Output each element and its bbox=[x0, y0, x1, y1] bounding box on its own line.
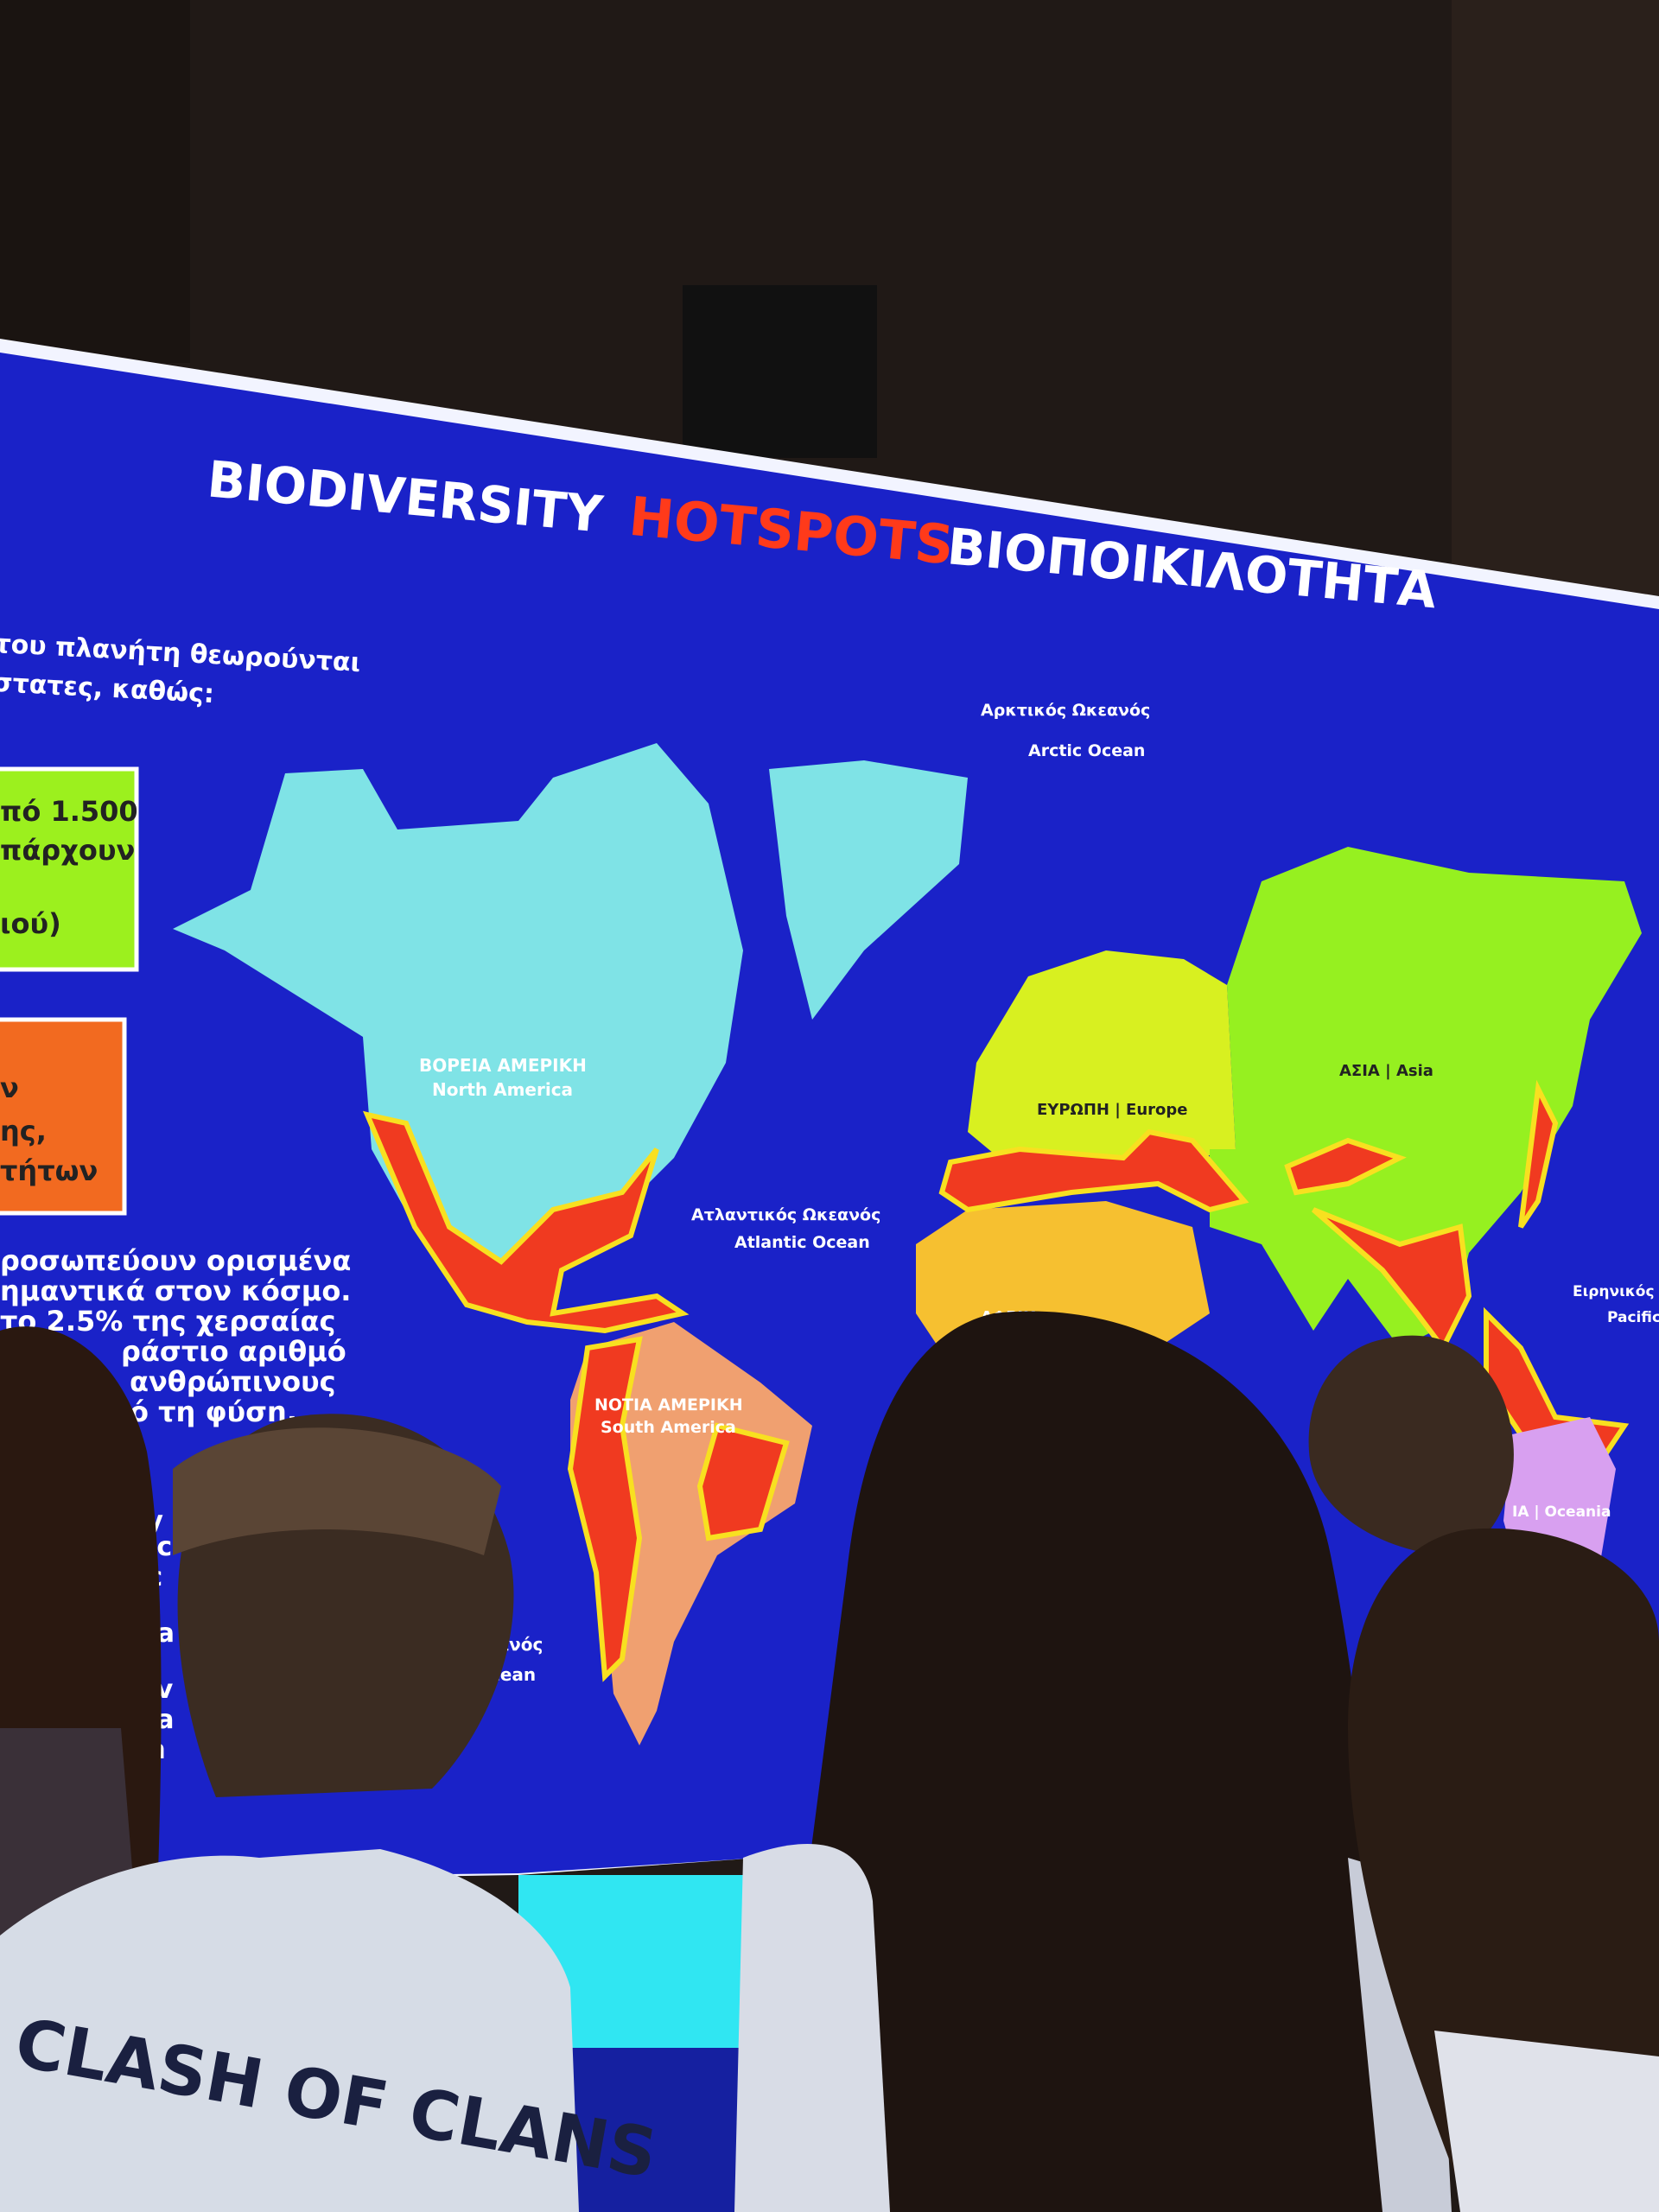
hotspot-mediterranean bbox=[938, 1128, 1249, 1213]
green-box-line: πάρχουν bbox=[0, 834, 135, 867]
label-arctic-greek: Αρκτικός Ωκεανός bbox=[981, 701, 1150, 720]
label-south-america-greek: ΝΟΤΙΑ ΑΜΕΡΙΚΗ bbox=[594, 1395, 743, 1414]
south-america bbox=[570, 1322, 812, 1745]
orange-box-line: ν bbox=[0, 1071, 19, 1104]
hotspot-atlantic-forest bbox=[696, 1422, 790, 1541]
north-america bbox=[173, 743, 743, 1296]
body-line: ράστιο αριθμό bbox=[121, 1335, 346, 1368]
boy-hair bbox=[173, 1427, 501, 1555]
right-girl-head bbox=[1308, 1335, 1514, 1555]
green-box-line: ιού) bbox=[0, 907, 61, 940]
label-pacific: Pacific bbox=[1607, 1309, 1659, 1326]
body-line: ροσωπεύουν ορισμένα bbox=[0, 1244, 351, 1277]
orange-info-box bbox=[0, 1017, 127, 1216]
hotspot-north-america bbox=[362, 1110, 690, 1334]
orange-box-line: τήτων bbox=[0, 1154, 98, 1187]
label-atlantic-greek: Ατλαντικός Ωκεανός bbox=[691, 1205, 880, 1224]
audience: CLASH OF CLANS bbox=[0, 1311, 1659, 2212]
europe bbox=[968, 950, 1236, 1175]
body-line: ανθρώπινους bbox=[130, 1365, 336, 1398]
right-girl-shirt bbox=[1434, 2031, 1659, 2212]
hotspot-japan bbox=[1518, 1079, 1559, 1229]
orange-box-line: ης, bbox=[0, 1115, 47, 1147]
boy-shirt bbox=[0, 1849, 579, 2212]
body-line: ημαντικά στον κόσμο. bbox=[0, 1274, 351, 1307]
label-south-america: South America bbox=[601, 1418, 736, 1437]
green-box-line: πό 1.500 bbox=[0, 795, 138, 828]
middle-girl-hair bbox=[760, 1311, 1400, 2212]
label-oceania: ΙΑ | Oceania bbox=[1512, 1503, 1611, 1521]
hotspot-andes bbox=[567, 1336, 643, 1682]
label-north-america: North America bbox=[432, 1079, 573, 1100]
hotspot-himalaya bbox=[1312, 1207, 1472, 1353]
wall-panel bbox=[1452, 0, 1659, 605]
label-north-america-greek: ΒΟΡΕΙΑ ΑΜΕΡΙΚΗ bbox=[419, 1055, 587, 1076]
label-europe: ΕΥΡΩΠΗ | Europe bbox=[1037, 1101, 1188, 1119]
label-arctic: Arctic Ocean bbox=[1028, 741, 1145, 760]
right-girl-hair bbox=[1348, 1528, 1659, 2212]
body-line: ό τη φύση. bbox=[130, 1395, 297, 1428]
label-asia: ΑΣΙΑ | Asia bbox=[1339, 1062, 1433, 1080]
greenland bbox=[769, 760, 968, 1020]
hotspot-central-asia bbox=[1284, 1137, 1407, 1196]
label-atlantic: Atlantic Ocean bbox=[734, 1233, 870, 1252]
label-pacific-greek: Ειρηνικός Ω bbox=[1573, 1283, 1659, 1300]
wall-pillar bbox=[0, 0, 190, 363]
asia bbox=[1210, 847, 1642, 1348]
speaker bbox=[683, 285, 877, 458]
middle-girl-shirt bbox=[734, 1844, 890, 2212]
green-info-box bbox=[0, 766, 139, 972]
